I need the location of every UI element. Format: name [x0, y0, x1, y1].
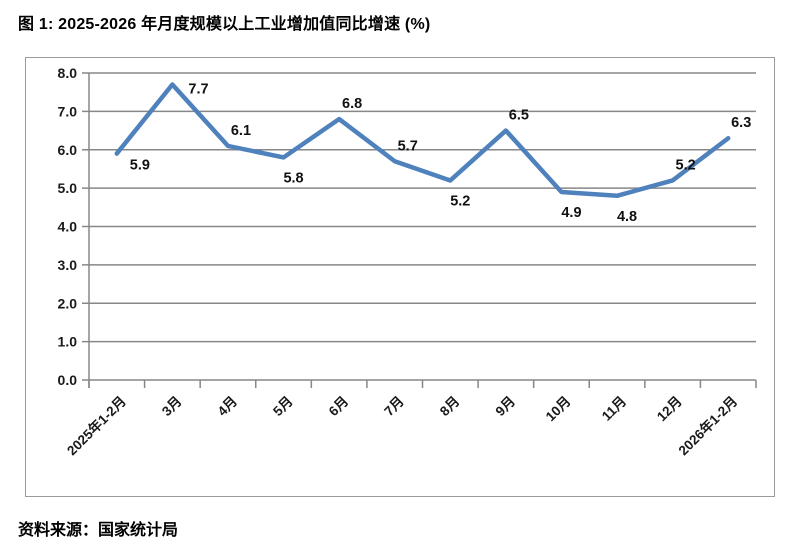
- data-point-label: 6.3: [731, 115, 751, 131]
- data-point-label: 5.2: [450, 193, 470, 209]
- chart-title: 图 1: 2025-2026 年月度规模以上工业增加值同比增速 (%): [18, 16, 431, 33]
- data-point-label: 5.9: [130, 158, 150, 174]
- y-axis-label: 3.0: [58, 257, 78, 273]
- x-axis-label: 7月: [381, 394, 406, 419]
- data-point-label: 6.8: [342, 96, 362, 112]
- x-axis-label: 10月: [543, 394, 574, 425]
- data-line: [114, 82, 731, 199]
- data-point-label: 5.2: [676, 157, 696, 173]
- x-axis-label: 9月: [493, 394, 518, 419]
- y-axis-label: 6.0: [58, 142, 78, 158]
- data-point-label: 5.8: [283, 170, 303, 186]
- y-axis-label: 0.0: [58, 372, 78, 388]
- x-axis-label: 3月: [159, 394, 184, 419]
- line-chart: 0.0 1.0 2.0 3.0 4.0 5.0 6.0 7.0 8.0 2025年1-2月 3月 4月…: [58, 65, 757, 458]
- x-axis-label: 5月: [270, 394, 295, 419]
- data-point-label: 4.8: [617, 209, 637, 225]
- chart-frame: 0.0 1.0 2.0 3.0 4.0 5.0 6.0 7.0 8.0 2025年1-2月 3月 4月…: [25, 57, 775, 497]
- data-point-label: 6.5: [509, 108, 529, 124]
- x-axis-label: 2025年1-2月: [63, 393, 128, 458]
- x-axis-label: 11月: [599, 394, 629, 424]
- x-axis-label: 4月: [215, 394, 240, 419]
- x-axis-label: 12月: [654, 394, 685, 425]
- x-axis-label: 8月: [437, 394, 462, 419]
- y-axis-label: 8.0: [58, 65, 78, 81]
- data-point-label: 5.7: [398, 138, 418, 154]
- source-note: 资料来源：国家统计局: [18, 522, 179, 539]
- y-axis-label: 2.0: [58, 295, 78, 311]
- y-axis-label: 7.0: [58, 103, 78, 119]
- y-axis-label: 1.0: [58, 334, 78, 350]
- y-axis-label: 5.0: [58, 180, 78, 196]
- x-axis-label: 6月: [326, 394, 351, 419]
- data-point-label: 7.7: [188, 82, 208, 98]
- x-axis-label: 2026年1-2月: [675, 393, 740, 458]
- data-point-label: 6.1: [231, 123, 251, 139]
- data-point-label: 4.9: [561, 205, 581, 221]
- y-axis-label: 4.0: [58, 219, 78, 235]
